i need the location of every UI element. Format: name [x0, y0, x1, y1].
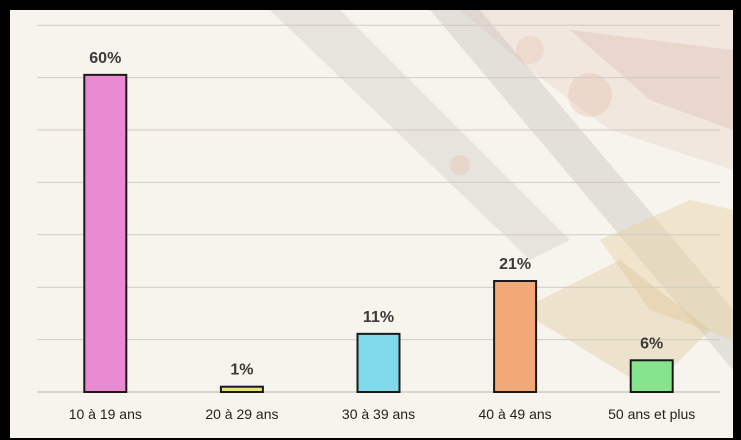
x-tick-labels: 10 à 19 ans 20 à 29 ans 30 à 39 ans 40 à 49… — [69, 406, 696, 422]
bar-1 — [83, 73, 128, 393]
bars — [83, 73, 674, 394]
bar-4 — [493, 280, 538, 393]
value-labels: 60% 1% 11% 21% 6% — [89, 50, 663, 379]
value-label-5: 6% — [640, 335, 663, 352]
bar-3 — [356, 332, 401, 394]
x-tick-label-3: 30 à 39 ans — [342, 406, 415, 422]
x-tick-label-4: 40 à 49 ans — [479, 406, 552, 422]
value-label-2: 1% — [230, 362, 253, 379]
x-tick-label-2: 20 à 29 ans — [205, 406, 278, 422]
bar-chart: 60% 1% 11% 21% 6% 10 à 19 ans 20 à 29 ans 30 à… — [37, 24, 720, 422]
x-tick-label-5: 50 ans et plus — [608, 406, 695, 422]
x-tick-label-1: 10 à 19 ans — [69, 406, 142, 422]
value-label-1: 60% — [89, 50, 121, 67]
bar-2 — [219, 385, 264, 394]
value-label-4: 21% — [499, 256, 531, 273]
value-label-3: 11% — [363, 309, 394, 326]
bar-5 — [629, 359, 674, 393]
chart-frame: 60% 1% 11% 21% 6% 10 à 19 ans 20 à 29 ans 30 à… — [8, 8, 735, 440]
